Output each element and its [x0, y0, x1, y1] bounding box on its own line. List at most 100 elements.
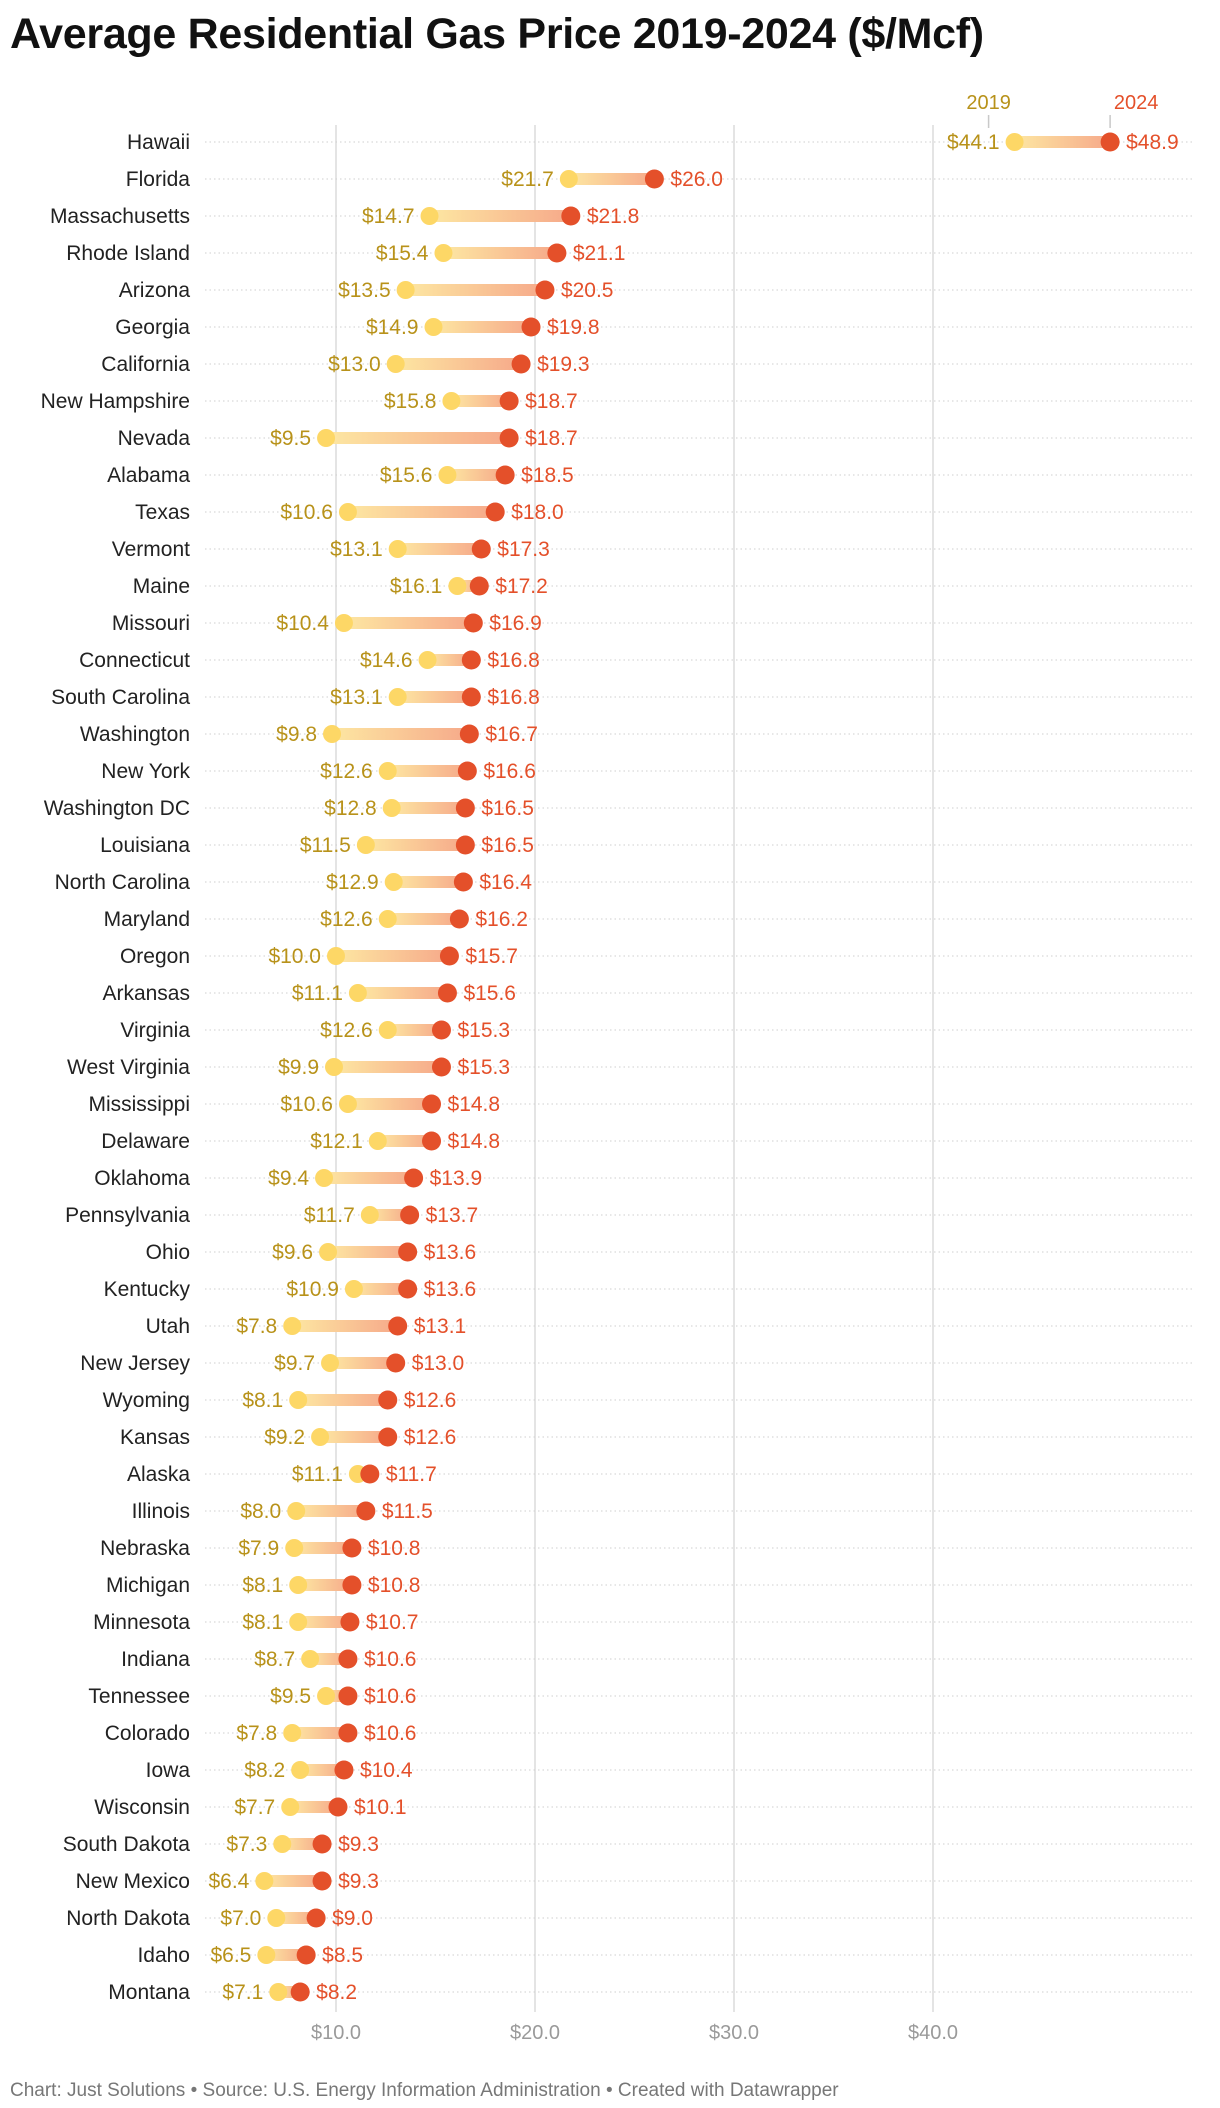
dot-2024	[461, 687, 481, 707]
row-label: West Virginia	[67, 1056, 190, 1079]
value-label-2019: $9.9	[278, 1056, 319, 1079]
row-label: Illinois	[132, 1500, 190, 1523]
dot-2019	[323, 725, 342, 743]
range-bar	[292, 1320, 398, 1332]
value-label-2019: $8.0	[240, 1500, 281, 1523]
dot-2019	[420, 207, 439, 225]
value-label-2024: $10.8	[368, 1537, 421, 1560]
dot-2019	[344, 1280, 363, 1298]
value-label-2024: $9.3	[338, 1870, 379, 1893]
dot-2024	[340, 1612, 360, 1632]
value-label-2019: $12.6	[320, 1019, 373, 1042]
dot-2024	[356, 1501, 376, 1521]
chart-title: Average Residential Gas Price 2019-2024 …	[10, 10, 984, 58]
value-label-2019: $10.6	[280, 501, 333, 524]
dot-2024	[521, 317, 541, 337]
value-label-2024: $13.6	[424, 1241, 477, 1264]
dot-2024	[334, 1760, 354, 1780]
range-bar	[310, 1653, 348, 1665]
value-label-2019: $11.7	[304, 1204, 355, 1227]
value-label-2019: $10.6	[280, 1093, 333, 1116]
chart-footer: Chart: Just Solutions • Source: U.S. Ene…	[10, 2080, 839, 2102]
dot-2024	[400, 1205, 420, 1225]
range-bar	[377, 1135, 432, 1147]
value-label-2024: $10.4	[360, 1759, 413, 1782]
legend-label-2019: 2019	[966, 92, 1011, 114]
value-label-2024: $19.3	[537, 353, 590, 376]
value-label-2019: $14.9	[366, 316, 419, 339]
value-label-2019: $8.1	[242, 1389, 283, 1412]
dot-2024	[449, 909, 469, 929]
row-label: Mississippi	[88, 1093, 190, 1116]
value-label-2024: $15.3	[457, 1056, 510, 1079]
dot-2024	[296, 1945, 316, 1965]
value-label-2019: $7.3	[226, 1833, 267, 1856]
row-label: Pennsylvania	[65, 1204, 190, 1227]
grid-layer	[205, 125, 1195, 2012]
dot-2019	[269, 1983, 288, 2001]
value-label-2024: $10.7	[366, 1611, 419, 1634]
dot-2024	[404, 1168, 424, 1188]
value-label-2019: $14.7	[362, 205, 415, 228]
range-bar	[324, 1172, 414, 1184]
row-label: Oregon	[120, 945, 190, 968]
value-label-2024: $10.6	[364, 1685, 417, 1708]
dot-2024	[499, 428, 519, 448]
rows-layer: Hawaii $44.1 $48.9 Florida $21.7 $26.0 Massach…	[41, 131, 1179, 2004]
footer-chart-by: Chart: Just Solutions	[10, 2080, 186, 2101]
range-bar	[443, 247, 557, 259]
value-label-2024: $14.8	[448, 1130, 501, 1153]
dot-2019	[334, 614, 353, 632]
range-bar	[447, 469, 506, 481]
row-label: Connecticut	[79, 649, 190, 672]
row-label: Georgia	[115, 316, 190, 339]
dot-2024	[439, 946, 459, 966]
row-label: Wisconsin	[94, 1796, 190, 1819]
dot-2019	[285, 1539, 304, 1557]
dot-2019	[396, 281, 415, 299]
dot-2024	[455, 798, 475, 818]
value-label-2019: $8.1	[242, 1611, 283, 1634]
range-bar	[451, 395, 510, 407]
dot-2019	[311, 1428, 330, 1446]
range-bar	[294, 1542, 352, 1554]
dot-2024	[431, 1057, 451, 1077]
row-label: Kentucky	[104, 1278, 191, 1301]
dot-2024	[342, 1575, 362, 1595]
value-label-2024: $18.7	[525, 427, 578, 450]
value-label-2024: $17.2	[495, 575, 548, 598]
dot-2024	[422, 1094, 442, 1114]
value-label-2019: $6.4	[208, 1870, 249, 1893]
row-label: Colorado	[105, 1722, 190, 1745]
dot-2024	[535, 280, 555, 300]
value-label-2024: $14.8	[448, 1093, 501, 1116]
dot-2024	[360, 1464, 380, 1484]
row-label: Iowa	[146, 1759, 191, 1782]
dot-2024	[388, 1316, 408, 1336]
value-label-2019: $9.5	[270, 1685, 311, 1708]
row-label: South Dakota	[63, 1833, 191, 1856]
value-label-2024: $15.6	[463, 982, 516, 1005]
value-label-2019: $7.1	[222, 1981, 263, 2004]
row-label: Arkansas	[102, 982, 190, 1005]
range-bar	[405, 284, 545, 296]
row-label: Texas	[135, 501, 190, 524]
dot-2024	[312, 1834, 332, 1854]
value-label-2019: $12.9	[326, 871, 379, 894]
dot-2024	[422, 1131, 442, 1151]
row-label: Vermont	[112, 538, 190, 561]
dot-2019	[255, 1872, 274, 1890]
dot-2019	[283, 1724, 302, 1742]
value-label-2024: $10.6	[364, 1648, 417, 1671]
dot-2019	[438, 466, 457, 484]
range-bar	[387, 765, 468, 777]
value-label-2024: $16.2	[475, 908, 528, 931]
dot-2024	[459, 724, 479, 744]
row-label: Ohio	[146, 1241, 190, 1264]
dot-2024	[386, 1353, 406, 1373]
dot-2019	[559, 170, 578, 188]
dot-2019	[418, 651, 437, 669]
dot-2024	[378, 1427, 398, 1447]
value-label-2024: $20.5	[561, 279, 614, 302]
